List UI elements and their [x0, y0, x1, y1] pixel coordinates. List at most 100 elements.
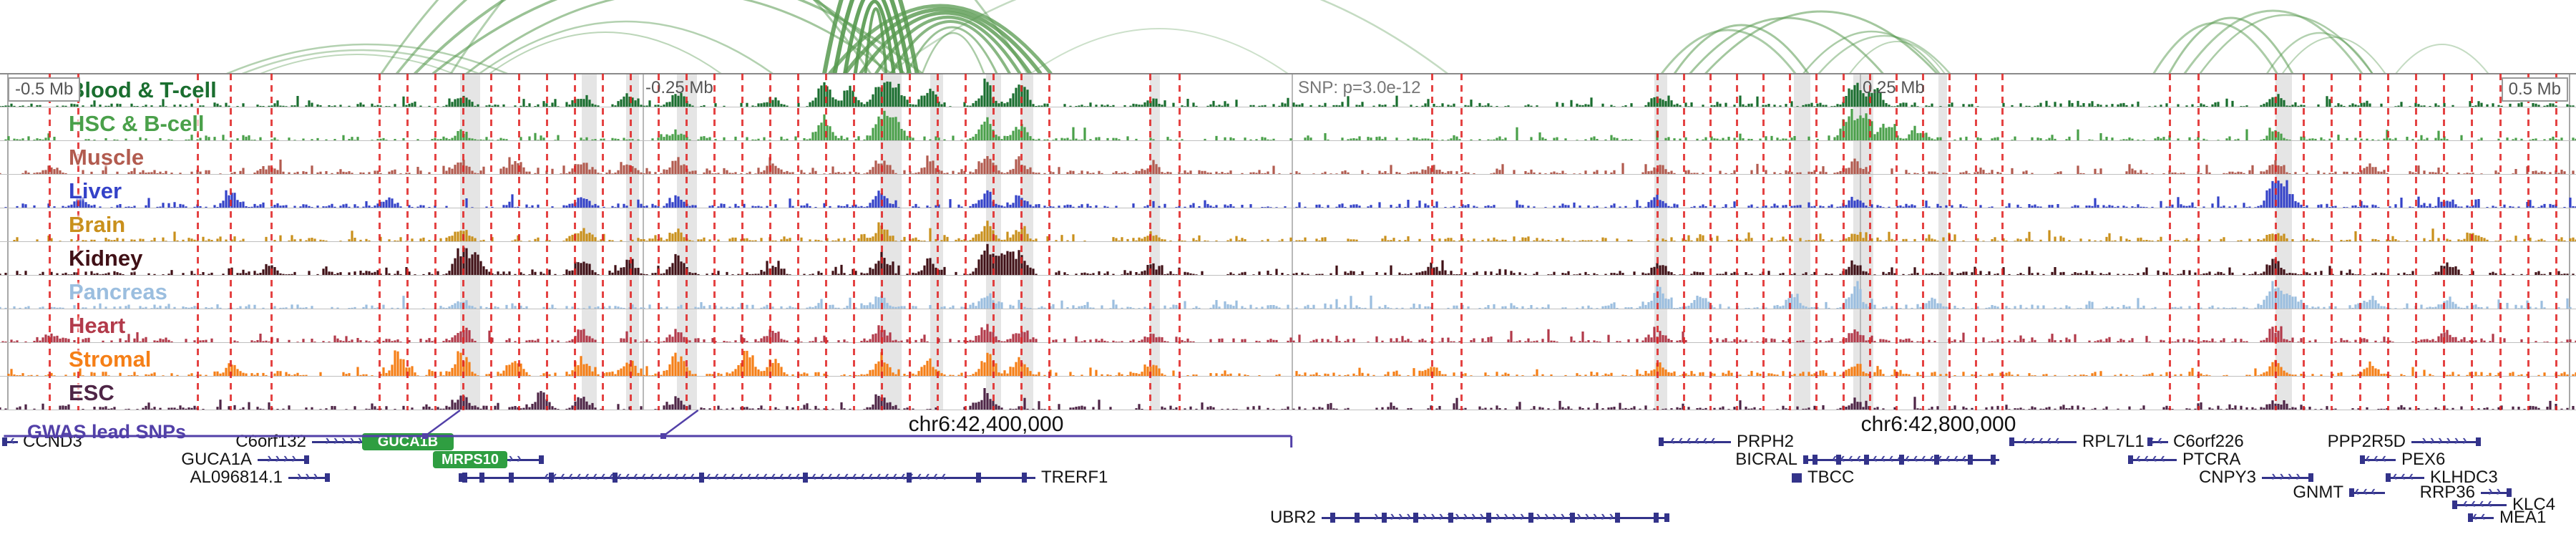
gene-model-rrp36[interactable]: ››: [2481, 484, 2512, 500]
gene-body-line: [288, 477, 330, 479]
gene-exon-block: [1968, 455, 1973, 465]
track-row-muscle[interactable]: [0, 141, 2576, 175]
snp-dashed-line: [797, 74, 799, 410]
track-label-brain[interactable]: Brain: [69, 212, 126, 237]
gene-label: AL096814.1: [190, 468, 283, 487]
track-row-stromal[interactable]: [0, 343, 2576, 377]
track-label-pancreas[interactable]: Pancreas: [69, 279, 167, 304]
track-row-kidney[interactable]: [0, 242, 2576, 276]
right-edge-line: [2569, 74, 2570, 410]
gene-label: C6orf226: [2173, 432, 2244, 451]
gene-model-prph2[interactable]: ‹‹‹‹‹‹: [1659, 433, 1731, 450]
gene-model-guca1b[interactable]: ‹‹‹‹‹‹‹GUCA1B: [362, 433, 454, 450]
track-row-blood-t-cell[interactable]: [0, 74, 2576, 107]
gene-end-block: [2507, 488, 2512, 497]
coordinate-gridline: [643, 74, 644, 410]
gene-model-pex6[interactable]: ‹‹‹: [2360, 451, 2396, 468]
gene-model-tbcc[interactable]: [1792, 470, 1802, 485]
snp-dashed-line: [49, 74, 51, 410]
gene-exon-block: [1382, 513, 1387, 523]
gene-model-trerf1[interactable]: ‹‹‹‹‹‹‹‹‹‹‹‹‹‹‹‹‹‹‹‹‹‹‹‹‹‹‹‹‹‹‹‹‹‹‹‹‹‹‹‹…: [459, 469, 1035, 485]
gene-model-ptcra[interactable]: ‹‹‹‹: [2128, 451, 2177, 468]
snp-dashed-line: [574, 74, 576, 410]
snp-dashed-line: [1896, 74, 1898, 410]
gene-end-block: [1659, 437, 1664, 446]
gene-model-klc4[interactable]: ‹‹‹‹: [2452, 496, 2507, 513]
track-label-heart[interactable]: Heart: [69, 313, 126, 338]
gene-model-klhdc3[interactable]: ‹‹‹: [2386, 469, 2424, 485]
signal-plot: [0, 78, 2575, 107]
snp-dashed-line: [602, 74, 604, 410]
signal-plot: [4, 109, 2576, 140]
chevrons-left-icon: ‹‹: [2150, 433, 2166, 448]
interaction-arcs-track[interactable]: [0, 0, 2576, 74]
gene-model-c6orf226[interactable]: ‹‹: [2147, 433, 2168, 450]
gene-exon-block: [1570, 513, 1575, 523]
gene-model-rpl7l1[interactable]: ‹‹‹‹‹: [2009, 433, 2077, 450]
gene-exon-block: [1448, 513, 1453, 523]
gene-exon-block: [907, 473, 912, 483]
interaction-arc: [260, 54, 454, 74]
track-label-hsc-b-cell[interactable]: HSC & B-cell: [69, 111, 205, 136]
gene-model-al096814-1[interactable]: ›››: [288, 469, 330, 485]
track-row-hsc-b-cell[interactable]: [0, 107, 2576, 141]
gene-end-block: [325, 473, 330, 482]
gene-model-bicral[interactable]: ‹‹‹‹‹‹‹‹‹‹‹‹‹‹‹‹‹: [1803, 451, 1999, 468]
interaction-arc: [859, 11, 1033, 74]
highlight-band: [1938, 74, 1947, 410]
chevrons-right-icon: ››››: [267, 451, 300, 466]
highlight-band: [1020, 74, 1033, 410]
gene-end-block: [2468, 513, 2473, 522]
gene-end-block: [2128, 455, 2133, 464]
gene-exon-block: [803, 473, 808, 483]
snp-dashed-line: [2001, 74, 2004, 410]
track-label-esc[interactable]: ESC: [69, 380, 114, 405]
gene-end-block: [1664, 513, 1669, 522]
snp-dashed-line: [630, 74, 632, 410]
gene-highlight-pill[interactable]: MRPS10: [433, 451, 507, 468]
track-label-muscle[interactable]: Muscle: [69, 145, 145, 170]
left-edge-line: [7, 74, 9, 410]
snp-dashed-line: [965, 74, 967, 410]
gene-model-mrps10[interactable]: ›››››››››MRPS10: [433, 451, 544, 468]
signal-plot: [1, 324, 2576, 342]
interaction-arc: [888, 0, 1448, 74]
highlight-band: [1794, 74, 1810, 410]
gene-model-gnmt[interactable]: ‹‹‹: [2349, 484, 2385, 500]
signal-plot: [7, 350, 2576, 376]
gene-end-block: [2, 437, 7, 446]
gene-body-line: [2468, 517, 2494, 519]
track-row-esc[interactable]: [0, 377, 2576, 410]
gene-end-block: [1803, 455, 1808, 464]
gene-model-cnpy3[interactable]: ››››: [2262, 469, 2313, 485]
gene-model-guca1a[interactable]: ››››: [258, 451, 309, 468]
track-label-blood-t-cell[interactable]: Blood & T-cell: [69, 77, 217, 102]
track-row-pancreas[interactable]: [0, 276, 2576, 309]
gene-end-block: [2360, 455, 2365, 464]
track-row-liver[interactable]: [0, 175, 2576, 208]
gene-model-ppp2r5d[interactable]: ››››››: [2411, 433, 2481, 450]
track-row-heart[interactable]: [0, 309, 2576, 343]
interaction-arc: [226, 43, 508, 74]
gene-model-ubr2[interactable]: ››››››››››››››››››››››››››››››: [1322, 509, 1669, 526]
snp-dashed-line: [658, 74, 660, 410]
gene-model-ccnd3[interactable]: ‹‹: [2, 433, 18, 450]
snp-dashed-line: [1179, 74, 1181, 410]
gwas-lead-snps-label[interactable]: GWAS lead SNPs: [27, 421, 187, 442]
track-label-kidney[interactable]: Kidney: [69, 246, 143, 271]
gene-exon-block: [1813, 455, 1818, 465]
gene-label: C6orf132: [235, 432, 306, 451]
gwas-snp-marker[interactable]: [660, 433, 666, 439]
gene-body-line: [2452, 504, 2507, 506]
interaction-arc: [2281, 37, 2386, 74]
gene-model-mea1[interactable]: ‹‹: [2468, 509, 2494, 526]
gene-highlight-pill[interactable]: GUCA1B: [362, 433, 454, 450]
track-row-brain[interactable]: [0, 208, 2576, 242]
track-label-stromal[interactable]: Stromal: [69, 347, 152, 372]
chevrons-right-icon: ›››: [297, 469, 321, 484]
chevrons-right-icon: ››››››: [2421, 433, 2471, 448]
gene-label: PTCRA: [2182, 450, 2241, 469]
gene-label: BICRAL: [1735, 450, 1797, 469]
track-label-liver[interactable]: Liver: [69, 178, 122, 203]
